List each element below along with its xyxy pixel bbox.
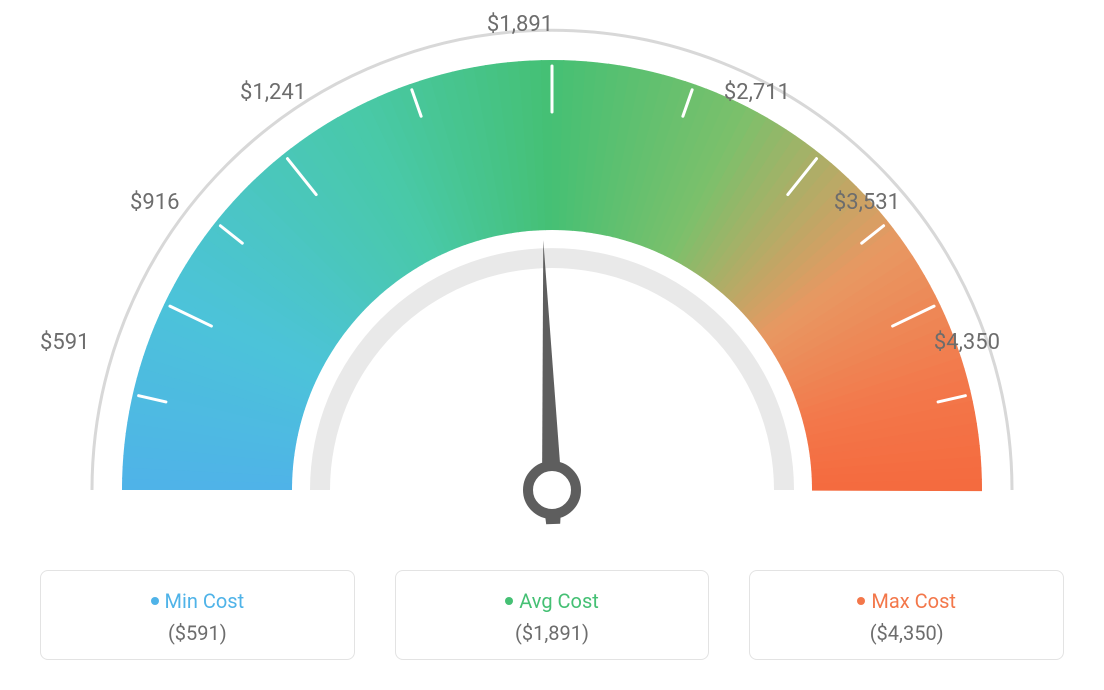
gauge-chart [0, 0, 1104, 560]
legend-max-value: ($4,350) [760, 621, 1053, 645]
tick-label-2: $1,241 [240, 80, 306, 105]
chart-wrapper: $591 $916 $1,241 $1,891 $2,711 $3,531 $4… [0, 0, 1104, 690]
legend-avg-title: Avg Cost [406, 589, 699, 613]
gauge-area: $591 $916 $1,241 $1,891 $2,711 $3,531 $4… [0, 0, 1104, 560]
legend-min: Min Cost ($591) [40, 570, 355, 660]
dot-icon [151, 597, 159, 605]
dot-icon [505, 597, 513, 605]
tick-label-4: $2,711 [724, 80, 790, 105]
legend-min-title-text: Min Cost [165, 589, 245, 613]
tick-label-6: $4,350 [934, 330, 1000, 355]
legend-avg-title-text: Avg Cost [519, 589, 599, 613]
tick-label-3: $1,891 [487, 12, 553, 37]
legend-max-title: Max Cost [760, 589, 1053, 613]
legend-row: Min Cost ($591) Avg Cost ($1,891) Max Co… [0, 570, 1104, 660]
legend-min-value: ($591) [51, 621, 344, 645]
legend-avg-value: ($1,891) [406, 621, 699, 645]
legend-avg: Avg Cost ($1,891) [395, 570, 710, 660]
tick-label-1: $916 [130, 190, 179, 215]
tick-label-5: $3,531 [834, 190, 900, 215]
legend-min-title: Min Cost [51, 589, 344, 613]
legend-max-title-text: Max Cost [871, 589, 956, 613]
tick-label-0: $591 [40, 330, 89, 355]
legend-max: Max Cost ($4,350) [749, 570, 1064, 660]
dot-icon [857, 597, 865, 605]
